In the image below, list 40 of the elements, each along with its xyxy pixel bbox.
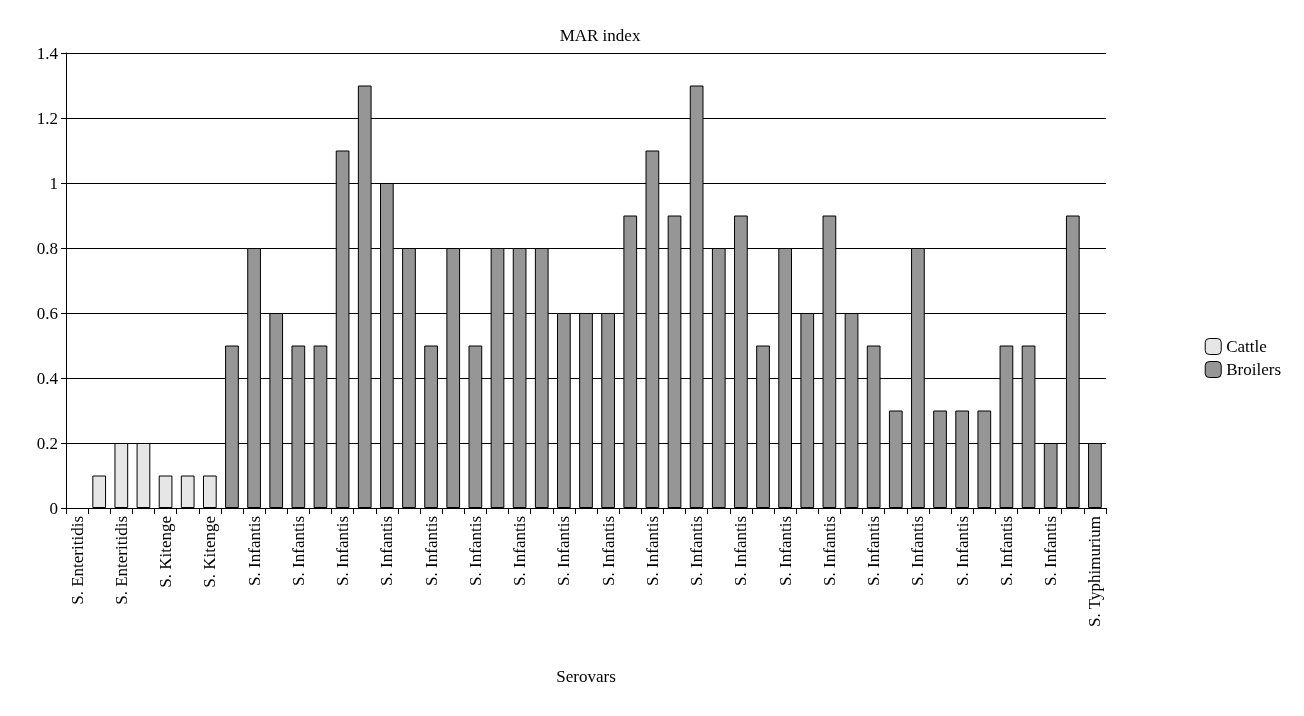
x-tick-label: S. Typhimurium	[1085, 516, 1105, 627]
y-tick-label: 0.8	[36, 238, 58, 258]
bar	[92, 475, 107, 508]
bar	[202, 475, 217, 508]
x-tick-label: S. Infantis	[687, 516, 707, 586]
x-tick-label: S. Infantis	[554, 516, 574, 586]
x-tick-label: S. Infantis	[510, 516, 530, 586]
x-tick-label: S. Infantis	[1041, 516, 1061, 586]
x-tick-label: S. Enteritidis	[111, 516, 131, 605]
legend-label: Broilers	[1226, 360, 1282, 379]
x-tick-label: S. Infantis	[731, 516, 751, 586]
y-tick-label: 1.2	[36, 108, 58, 128]
y-tick-label: 0.2	[36, 433, 58, 453]
x-tick-label: S. Infantis	[642, 516, 662, 586]
y-tick-label: 1.4	[36, 43, 59, 63]
x-tick-label: S. Enteritidis	[67, 516, 87, 605]
x-tick-label: S. Infantis	[421, 516, 441, 586]
y-tick-label: 0.6	[36, 303, 58, 323]
x-tick-label: S. Kitenge	[200, 516, 220, 588]
x-tick-label: S. Infantis	[996, 516, 1016, 586]
x-tick-label: S. Infantis	[333, 516, 353, 586]
bar	[158, 475, 173, 508]
x-tick-label: S. Infantis	[598, 516, 618, 586]
x-axis-title: Serovars	[556, 667, 616, 686]
y-tick-label: 0	[49, 498, 58, 518]
x-tick-label: S. Infantis	[864, 516, 884, 586]
x-tick-label: S. Infantis	[819, 516, 839, 586]
x-tick-label: S. Infantis	[244, 516, 264, 586]
x-tick-label: S. Infantis	[908, 516, 928, 586]
legend-label: Cattle	[1226, 337, 1267, 356]
x-tick-label: S. Infantis	[775, 516, 795, 586]
x-tick-label: S. Infantis	[377, 516, 397, 586]
x-tick-label: S. Infantis	[465, 516, 485, 586]
chart-title: MAR index	[559, 26, 641, 45]
bar	[180, 475, 195, 508]
x-tick-label: S. Kitenge	[156, 516, 176, 588]
x-tick-label: S. Infantis	[952, 516, 972, 586]
y-tick-label: 0.4	[36, 368, 59, 388]
y-tick-label: 1	[49, 173, 58, 193]
x-tick-label: S. Infantis	[288, 516, 308, 586]
